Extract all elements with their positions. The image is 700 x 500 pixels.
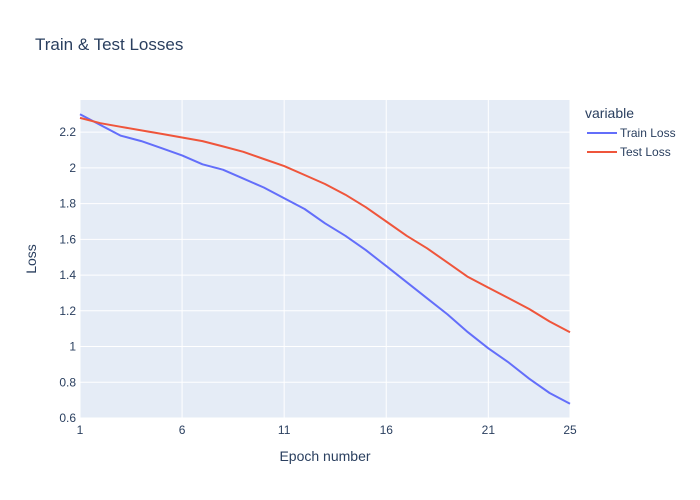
series-line-test-loss[interactable]: [79, 116, 571, 334]
x-tick-label: 11: [278, 423, 291, 437]
plot-area: [80, 100, 570, 418]
y-tick-label: 1.4: [59, 268, 76, 282]
chart-title: Train & Test Losses: [35, 35, 183, 54]
y-tick-label: 1.2: [59, 304, 76, 318]
y-tick-label: 0.8: [59, 375, 76, 389]
x-tick-label: 6: [179, 423, 186, 437]
y-axis-title: Loss: [23, 244, 39, 274]
legend-item-train-loss[interactable]: Train Loss: [587, 126, 676, 140]
x-axis-title: Epoch number: [279, 448, 370, 464]
series-lines: [79, 113, 571, 405]
y-tick-label: 1.6: [59, 232, 76, 246]
y-tick-label: 1: [69, 340, 76, 354]
y-axis-ticks: 0.6 0.8 1 1.2 1.4 1.6 1.8 2 2.2: [59, 125, 76, 425]
legend[interactable]: variable Train Loss Test Loss: [585, 105, 676, 159]
legend-item-test-loss[interactable]: Test Loss: [587, 145, 671, 159]
y-tick-label: 1.8: [59, 197, 76, 211]
legend-label: Train Loss: [620, 126, 676, 140]
y-tick-label: 2: [69, 161, 76, 175]
series-line-train-loss[interactable]: [79, 113, 571, 405]
legend-items[interactable]: Train Loss Test Loss: [587, 126, 676, 159]
x-tick-label: 25: [563, 423, 577, 437]
x-tick-label: 21: [482, 423, 496, 437]
grid-lines: [79, 100, 571, 419]
x-axis-ticks: 1 6 11 16 21 25: [77, 423, 577, 437]
x-tick-label: 1: [77, 423, 84, 437]
legend-title: variable: [585, 105, 634, 121]
x-tick-label: 16: [380, 423, 394, 437]
y-tick-label: 2.2: [59, 125, 76, 139]
y-tick-label: 0.6: [59, 411, 76, 425]
legend-label: Test Loss: [620, 145, 671, 159]
